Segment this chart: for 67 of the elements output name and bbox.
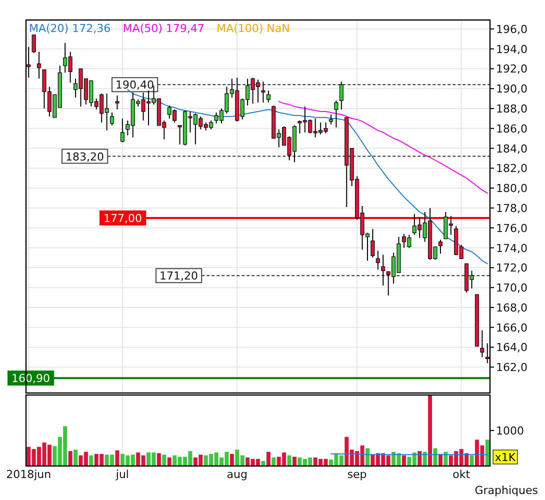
y-tick-label: 186,0 xyxy=(496,122,528,136)
bar xyxy=(287,455,292,466)
ref-line-label: 177,00 xyxy=(104,212,142,225)
y-tick-label: 166,0 xyxy=(496,321,528,334)
candlestick xyxy=(381,254,386,286)
y-tick-label: 172,0 xyxy=(496,262,528,275)
bar xyxy=(230,454,234,466)
bar xyxy=(261,461,266,466)
text: MA(20) 172,36 xyxy=(29,22,111,35)
candlestick xyxy=(339,81,344,110)
x-tick-label: 2018jun xyxy=(6,468,52,481)
candlestick xyxy=(370,228,375,258)
bar xyxy=(266,452,270,466)
candlestick xyxy=(334,100,338,128)
candlestick xyxy=(110,112,114,126)
bar xyxy=(428,395,432,466)
candlestick xyxy=(328,114,334,125)
y-tick-label: 184,0 xyxy=(496,142,528,156)
text: MA(50) 179,47 xyxy=(122,22,204,35)
bar xyxy=(74,450,78,466)
bar xyxy=(402,455,406,466)
x-tick-label: aug xyxy=(226,468,248,481)
x-tick-label: jul xyxy=(114,468,129,481)
ref-line-label: 183,20 xyxy=(66,150,104,164)
bar xyxy=(89,455,94,466)
candlestick xyxy=(261,81,266,104)
y-tick-label: 196,0 xyxy=(496,22,528,36)
candlestick xyxy=(115,95,120,110)
bar xyxy=(366,448,370,466)
candlestick xyxy=(438,239,442,254)
y-tick-label: 174,0 xyxy=(496,242,528,255)
y-tick-label: 176,0 xyxy=(496,222,528,235)
candlestick xyxy=(32,34,36,54)
x-tick-label: okt xyxy=(452,468,471,481)
candlestick xyxy=(120,118,124,143)
y-tick-label: 178,0 xyxy=(496,202,528,215)
candlestick xyxy=(376,250,380,270)
text: x1K xyxy=(494,451,516,464)
bar xyxy=(162,454,166,466)
y-tick-label: 190,0 xyxy=(496,82,528,96)
ref-line-label: 160,90 xyxy=(12,372,50,386)
bar xyxy=(292,456,296,466)
y-tick-label: 162,0 xyxy=(496,361,528,374)
y-tick-label: 192,0 xyxy=(496,62,528,76)
candlestick xyxy=(480,330,484,358)
y-tick-label: 194,0 xyxy=(496,42,528,56)
bar xyxy=(167,457,172,466)
y-tick-label: 164,0 xyxy=(496,341,528,354)
y-tick-label: 170,0 xyxy=(496,282,528,295)
candlestick xyxy=(37,51,42,80)
y-tick-label: 182,0 xyxy=(496,162,528,176)
bar xyxy=(272,457,276,466)
y-tick-label: 188,0 xyxy=(496,102,528,116)
bar xyxy=(485,440,490,466)
text: 1000 xyxy=(496,424,524,438)
ref-line-label: 171,20 xyxy=(160,270,198,283)
x-tick-label: sep xyxy=(347,468,367,481)
y-tick-label: 180,0 xyxy=(496,182,528,196)
candlestick xyxy=(266,90,270,104)
bar xyxy=(418,451,422,466)
line-series xyxy=(278,101,488,194)
bar xyxy=(156,453,161,466)
ref-line-label: 190,40 xyxy=(116,78,154,92)
y-tick-label: 168,0 xyxy=(496,301,528,314)
bar xyxy=(68,451,72,466)
annotation: MA(100) NaN xyxy=(216,22,290,35)
text: Graphiques xyxy=(474,484,538,497)
